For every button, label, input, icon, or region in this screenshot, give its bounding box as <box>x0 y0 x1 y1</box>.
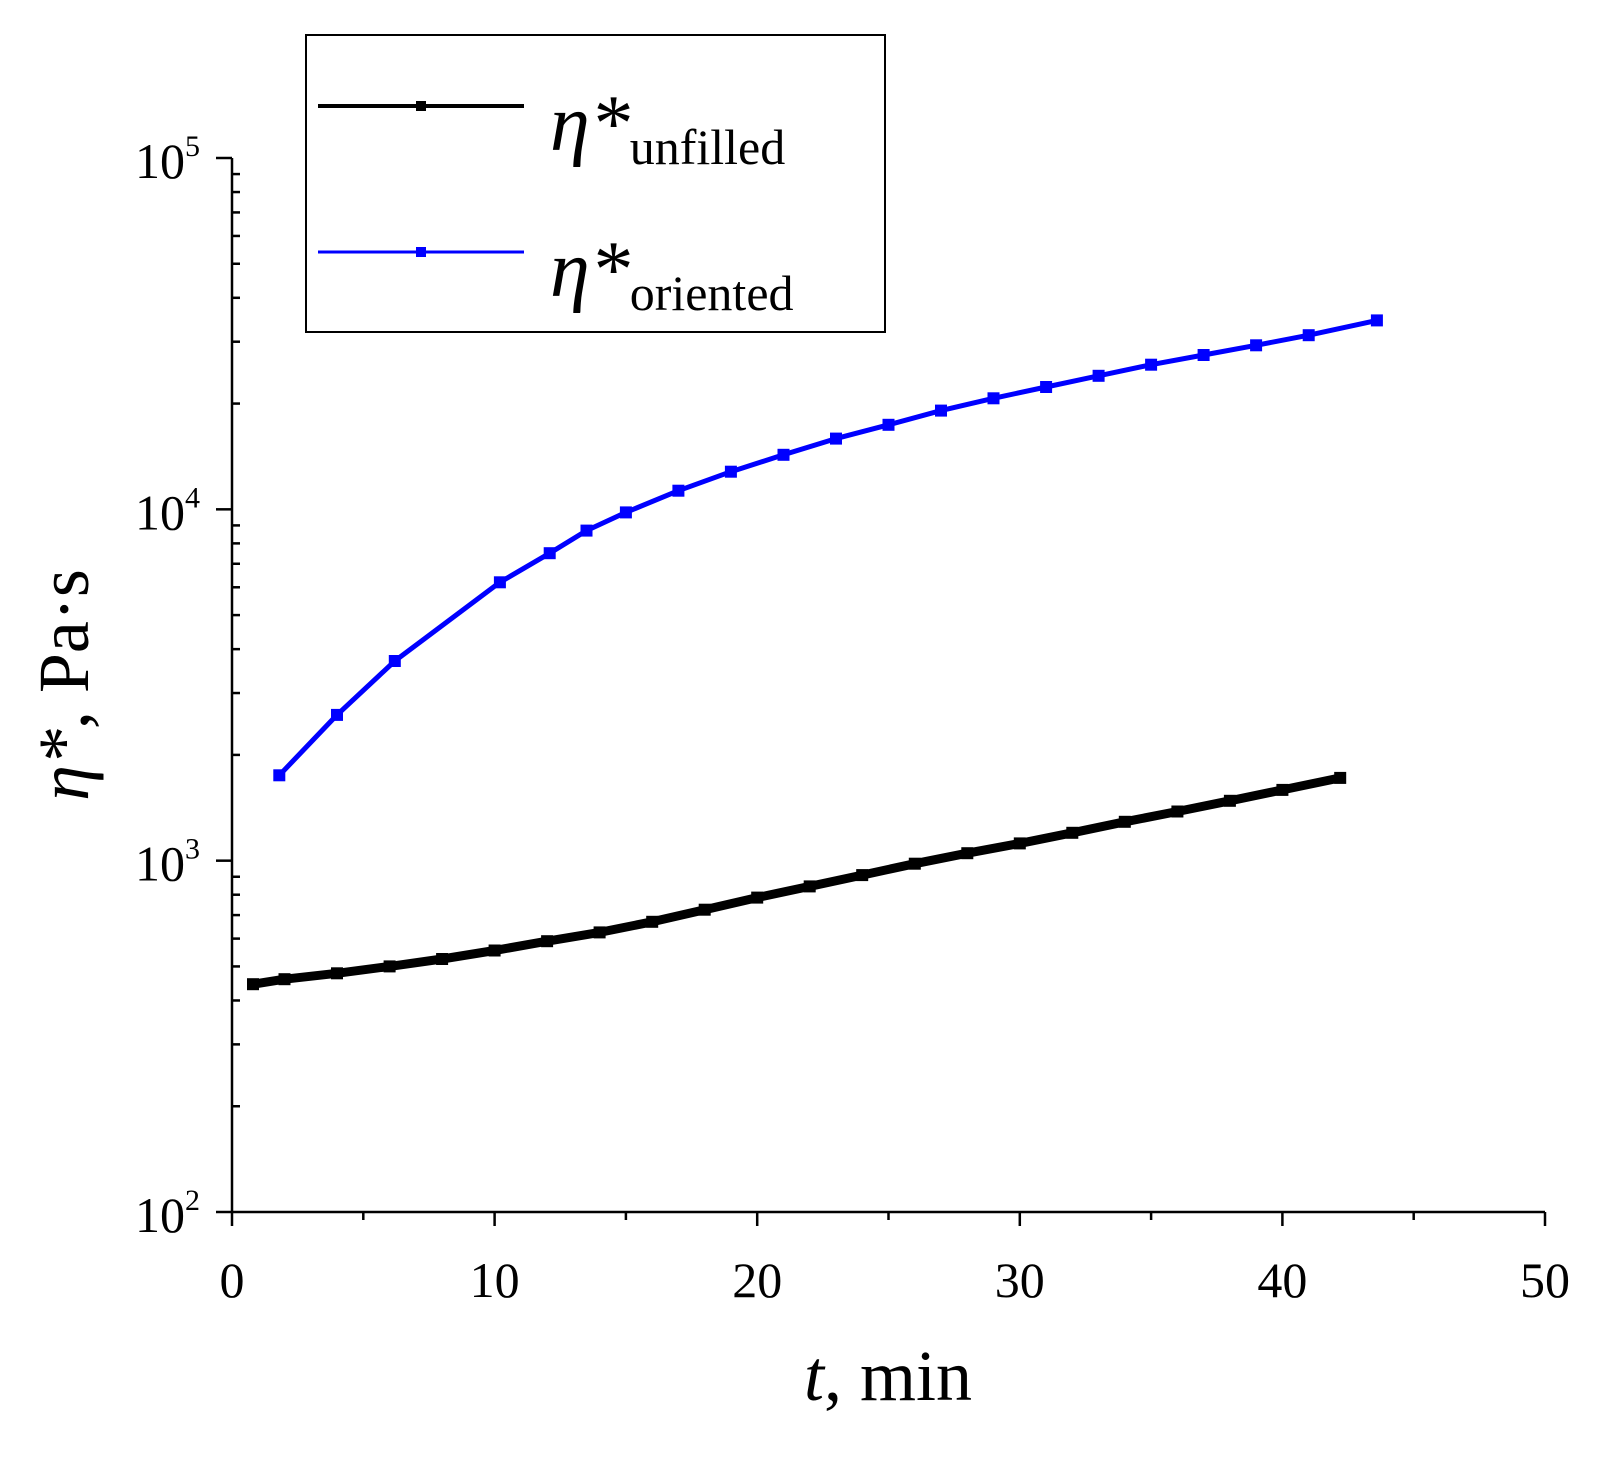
point-unfilled-21 <box>1334 771 1347 784</box>
point-unfilled-10 <box>751 891 764 904</box>
point-unfilled-6 <box>541 935 554 948</box>
point-oriented-9 <box>777 448 790 461</box>
point-unfilled-19 <box>1223 794 1236 807</box>
point-unfilled-5 <box>488 944 501 957</box>
point-unfilled-9 <box>698 903 711 916</box>
point-unfilled-11 <box>803 880 816 893</box>
point-oriented-19 <box>1302 329 1315 342</box>
point-unfilled-4 <box>436 953 449 965</box>
point-unfilled-17 <box>1118 815 1131 828</box>
legend-label-unfilled: η*unfilled <box>550 80 785 175</box>
y-axis-title-var: η* <box>24 729 104 801</box>
point-oriented-20 <box>1370 314 1383 327</box>
point-oriented-12 <box>935 404 947 417</box>
y-tick-label-1e3-base: 10 <box>135 836 185 892</box>
x-tick-labels: 0 10 20 30 40 50 <box>220 1252 1571 1308</box>
point-oriented-4 <box>543 547 556 560</box>
x-ticks <box>230 1212 1547 1226</box>
legend-symbol-oriented: η* <box>550 226 630 314</box>
x-tick-label-0: 0 <box>220 1252 245 1308</box>
legend-entry-oriented: η*oriented <box>318 226 794 321</box>
point-oriented-18 <box>1250 339 1263 352</box>
y-tick-label-1e3-exp: 3 <box>185 833 200 866</box>
x-tick-label-50: 50 <box>1520 1252 1570 1308</box>
x-tick-label-20: 20 <box>732 1252 782 1308</box>
legend-entry-unfilled: η*unfilled <box>318 80 785 175</box>
legend-marker-oriented <box>416 247 426 257</box>
legend-symbol-unfilled: η* <box>550 80 630 168</box>
legend: η*unfilled η*oriented <box>305 34 886 333</box>
point-unfilled-20 <box>1276 783 1289 796</box>
point-oriented-6 <box>619 506 632 519</box>
point-oriented-14 <box>1040 381 1053 393</box>
point-unfilled-1 <box>278 973 291 986</box>
y-tick-label-1e2: 102 <box>135 1184 200 1243</box>
y-tick-label-1e2-base: 10 <box>135 1187 185 1243</box>
point-oriented-7 <box>672 484 685 497</box>
point-oriented-11 <box>882 418 895 431</box>
point-unfilled-14 <box>961 847 974 860</box>
y-tick-label-1e4: 104 <box>135 481 200 540</box>
point-oriented-17 <box>1197 349 1210 361</box>
point-unfilled-12 <box>856 869 869 882</box>
x-tick-label-30: 30 <box>995 1252 1045 1308</box>
point-unfilled-3 <box>383 960 396 973</box>
point-unfilled-13 <box>908 857 921 870</box>
y-tick-label-1e4-exp: 4 <box>185 481 200 514</box>
point-unfilled-7 <box>593 926 606 939</box>
x-axis-title-var: t <box>804 1336 826 1416</box>
legend-subscript-unfilled: unfilled <box>630 119 786 175</box>
y-tick-label-1e3: 103 <box>135 833 200 892</box>
y-axis-title: η*, Pa·s <box>24 569 104 801</box>
y-tick-label-1e2-exp: 2 <box>185 1184 200 1217</box>
point-unfilled-18 <box>1171 805 1184 818</box>
point-oriented-16 <box>1145 358 1158 371</box>
series-layer <box>247 314 1383 991</box>
point-unfilled-8 <box>646 915 659 928</box>
point-oriented-2 <box>388 655 401 667</box>
x-axis-title-rest: , min <box>824 1336 972 1416</box>
x-tick-label-40: 40 <box>1257 1252 1307 1308</box>
point-oriented-13 <box>987 392 1000 405</box>
series-line-unfilled <box>248 773 1345 989</box>
point-oriented-8 <box>724 465 737 478</box>
point-oriented-15 <box>1092 369 1105 382</box>
x-axis-title: t, min <box>804 1336 972 1416</box>
y-ticks <box>216 156 240 1214</box>
legend-subscript-oriented: oriented <box>630 265 794 321</box>
y-tick-label-1e5-exp: 5 <box>185 130 200 163</box>
point-oriented-10 <box>830 432 842 445</box>
point-unfilled-16 <box>1066 826 1079 839</box>
y-tick-labels: 102 103 104 105 <box>135 130 200 1243</box>
point-unfilled-15 <box>1013 837 1026 850</box>
point-oriented-5 <box>580 524 593 537</box>
legend-marker-unfilled <box>416 101 426 111</box>
legend-frame <box>305 34 886 333</box>
y-tick-label-1e4-base: 10 <box>135 484 185 540</box>
y-tick-label-1e5: 105 <box>135 130 200 189</box>
point-unfilled-0 <box>247 978 259 991</box>
point-oriented-1 <box>331 708 343 721</box>
y-axis-title-rest: , Pa·s <box>24 569 104 729</box>
point-unfilled-2 <box>331 967 343 980</box>
x-tick-label-10: 10 <box>470 1252 520 1308</box>
point-oriented-0 <box>273 769 286 782</box>
point-oriented-3 <box>493 576 506 589</box>
y-tick-label-1e5-base: 10 <box>135 133 185 189</box>
legend-label-oriented: η*oriented <box>550 226 794 321</box>
